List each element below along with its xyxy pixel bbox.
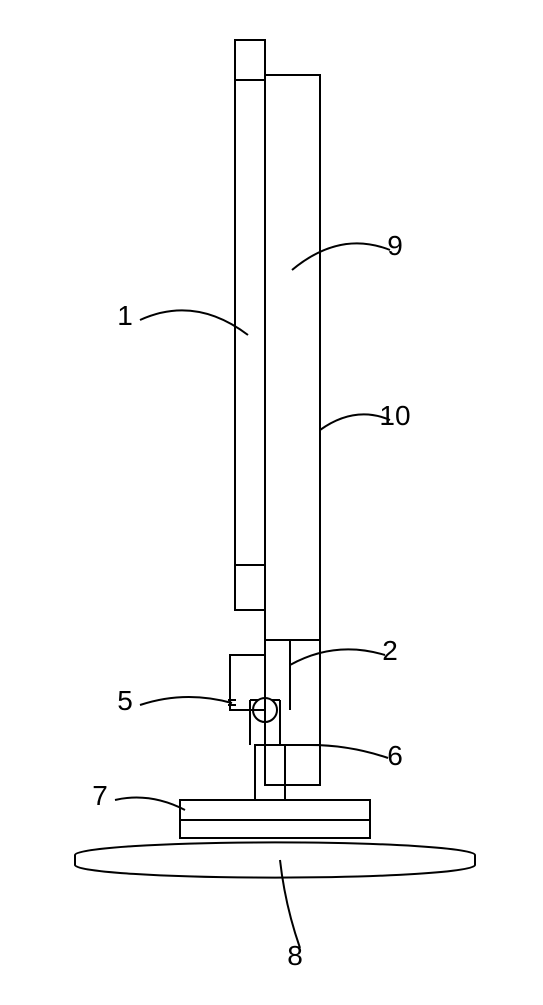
- leader-line-2: [290, 649, 385, 665]
- callout-label-6: 6: [387, 740, 403, 771]
- leader-line-1: [140, 310, 248, 335]
- leader-line-9: [292, 243, 390, 270]
- leader-line-5: [140, 697, 232, 705]
- leader-line-7: [115, 798, 185, 810]
- callout-label-5: 5: [117, 685, 133, 716]
- callout-label-8: 8: [287, 940, 303, 971]
- callout-label-1: 1: [117, 300, 133, 331]
- callout-label-7: 7: [92, 780, 108, 811]
- callout-label-2: 2: [382, 635, 398, 666]
- engineering-diagram: 1 9 10 2 5 6 7 8: [0, 0, 543, 1000]
- leader-line-8: [280, 860, 300, 948]
- callout-label-9: 9: [387, 230, 403, 261]
- diagram-svg: 1 9 10 2 5 6 7 8: [0, 0, 543, 1000]
- callout-label-10: 10: [379, 400, 410, 431]
- leader-line-6: [310, 745, 388, 758]
